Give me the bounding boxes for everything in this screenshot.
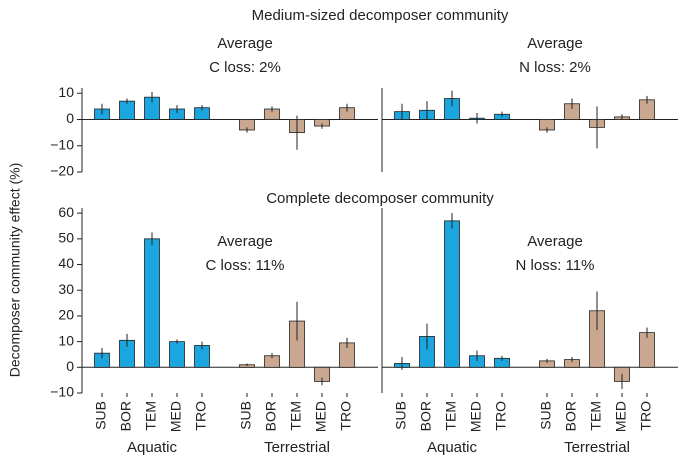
bar [144, 238, 160, 368]
x-tick-label: MED [313, 401, 329, 432]
group-label: Terrestrial [564, 439, 630, 456]
x-tick-label: SUB [393, 401, 409, 430]
section-title: Complete decomposer community [266, 190, 494, 207]
x-tick-label: BOR [263, 401, 279, 431]
y-tick-label: −10 [50, 136, 74, 152]
annotation: Average [217, 233, 273, 250]
y-tick-label: 10 [58, 84, 74, 100]
y-tick-label: −10 [50, 384, 74, 400]
bar [639, 332, 655, 368]
group-label: Aquatic [127, 439, 178, 456]
group-label: Terrestrial [264, 439, 330, 456]
bar [169, 341, 185, 368]
x-tick-label: BOR [563, 401, 579, 431]
y-tick-label: 30 [58, 281, 74, 297]
annotation: Average [217, 35, 273, 52]
annotation: Average [527, 233, 583, 250]
y-tick-label: 10 [58, 332, 74, 348]
annotation: N loss: 11% [516, 257, 595, 274]
group-label: Aquatic [427, 439, 478, 456]
annotation: Average [527, 35, 583, 52]
x-tick-label: TEM [588, 401, 604, 431]
y-axis-label: Decomposer community effect (%) [7, 163, 23, 377]
x-tick-label: BOR [118, 401, 134, 431]
y-tick-label: 0 [66, 110, 74, 126]
x-tick-label: BOR [418, 401, 434, 431]
x-tick-label: TEM [143, 401, 159, 431]
x-tick-label: SUB [93, 401, 109, 430]
y-tick-label: 40 [58, 255, 74, 271]
x-tick-label: MED [468, 401, 484, 432]
x-tick-label: TRO [493, 401, 509, 431]
y-tick-label: 60 [58, 204, 74, 220]
annotation: N loss: 2% [519, 59, 591, 76]
x-tick-label: TRO [193, 401, 209, 431]
annotation: C loss: 2% [209, 59, 281, 76]
x-tick-label: TRO [338, 401, 354, 431]
y-tick-label: 0 [66, 358, 74, 374]
y-tick-label: −20 [50, 163, 74, 179]
x-tick-label: MED [613, 401, 629, 432]
annotation: C loss: 11% [206, 257, 285, 274]
x-tick-label: SUB [238, 401, 254, 430]
x-tick-label: TRO [638, 401, 654, 431]
bar [119, 100, 135, 120]
y-tick-label: 20 [58, 307, 74, 323]
bar [444, 220, 460, 368]
x-tick-label: MED [168, 401, 184, 432]
x-tick-label: SUB [538, 401, 554, 430]
y-tick-label: 50 [58, 230, 74, 246]
section-title: Medium-sized decomposer community [252, 7, 509, 24]
x-tick-label: TEM [443, 401, 459, 431]
x-tick-label: TEM [288, 401, 304, 431]
